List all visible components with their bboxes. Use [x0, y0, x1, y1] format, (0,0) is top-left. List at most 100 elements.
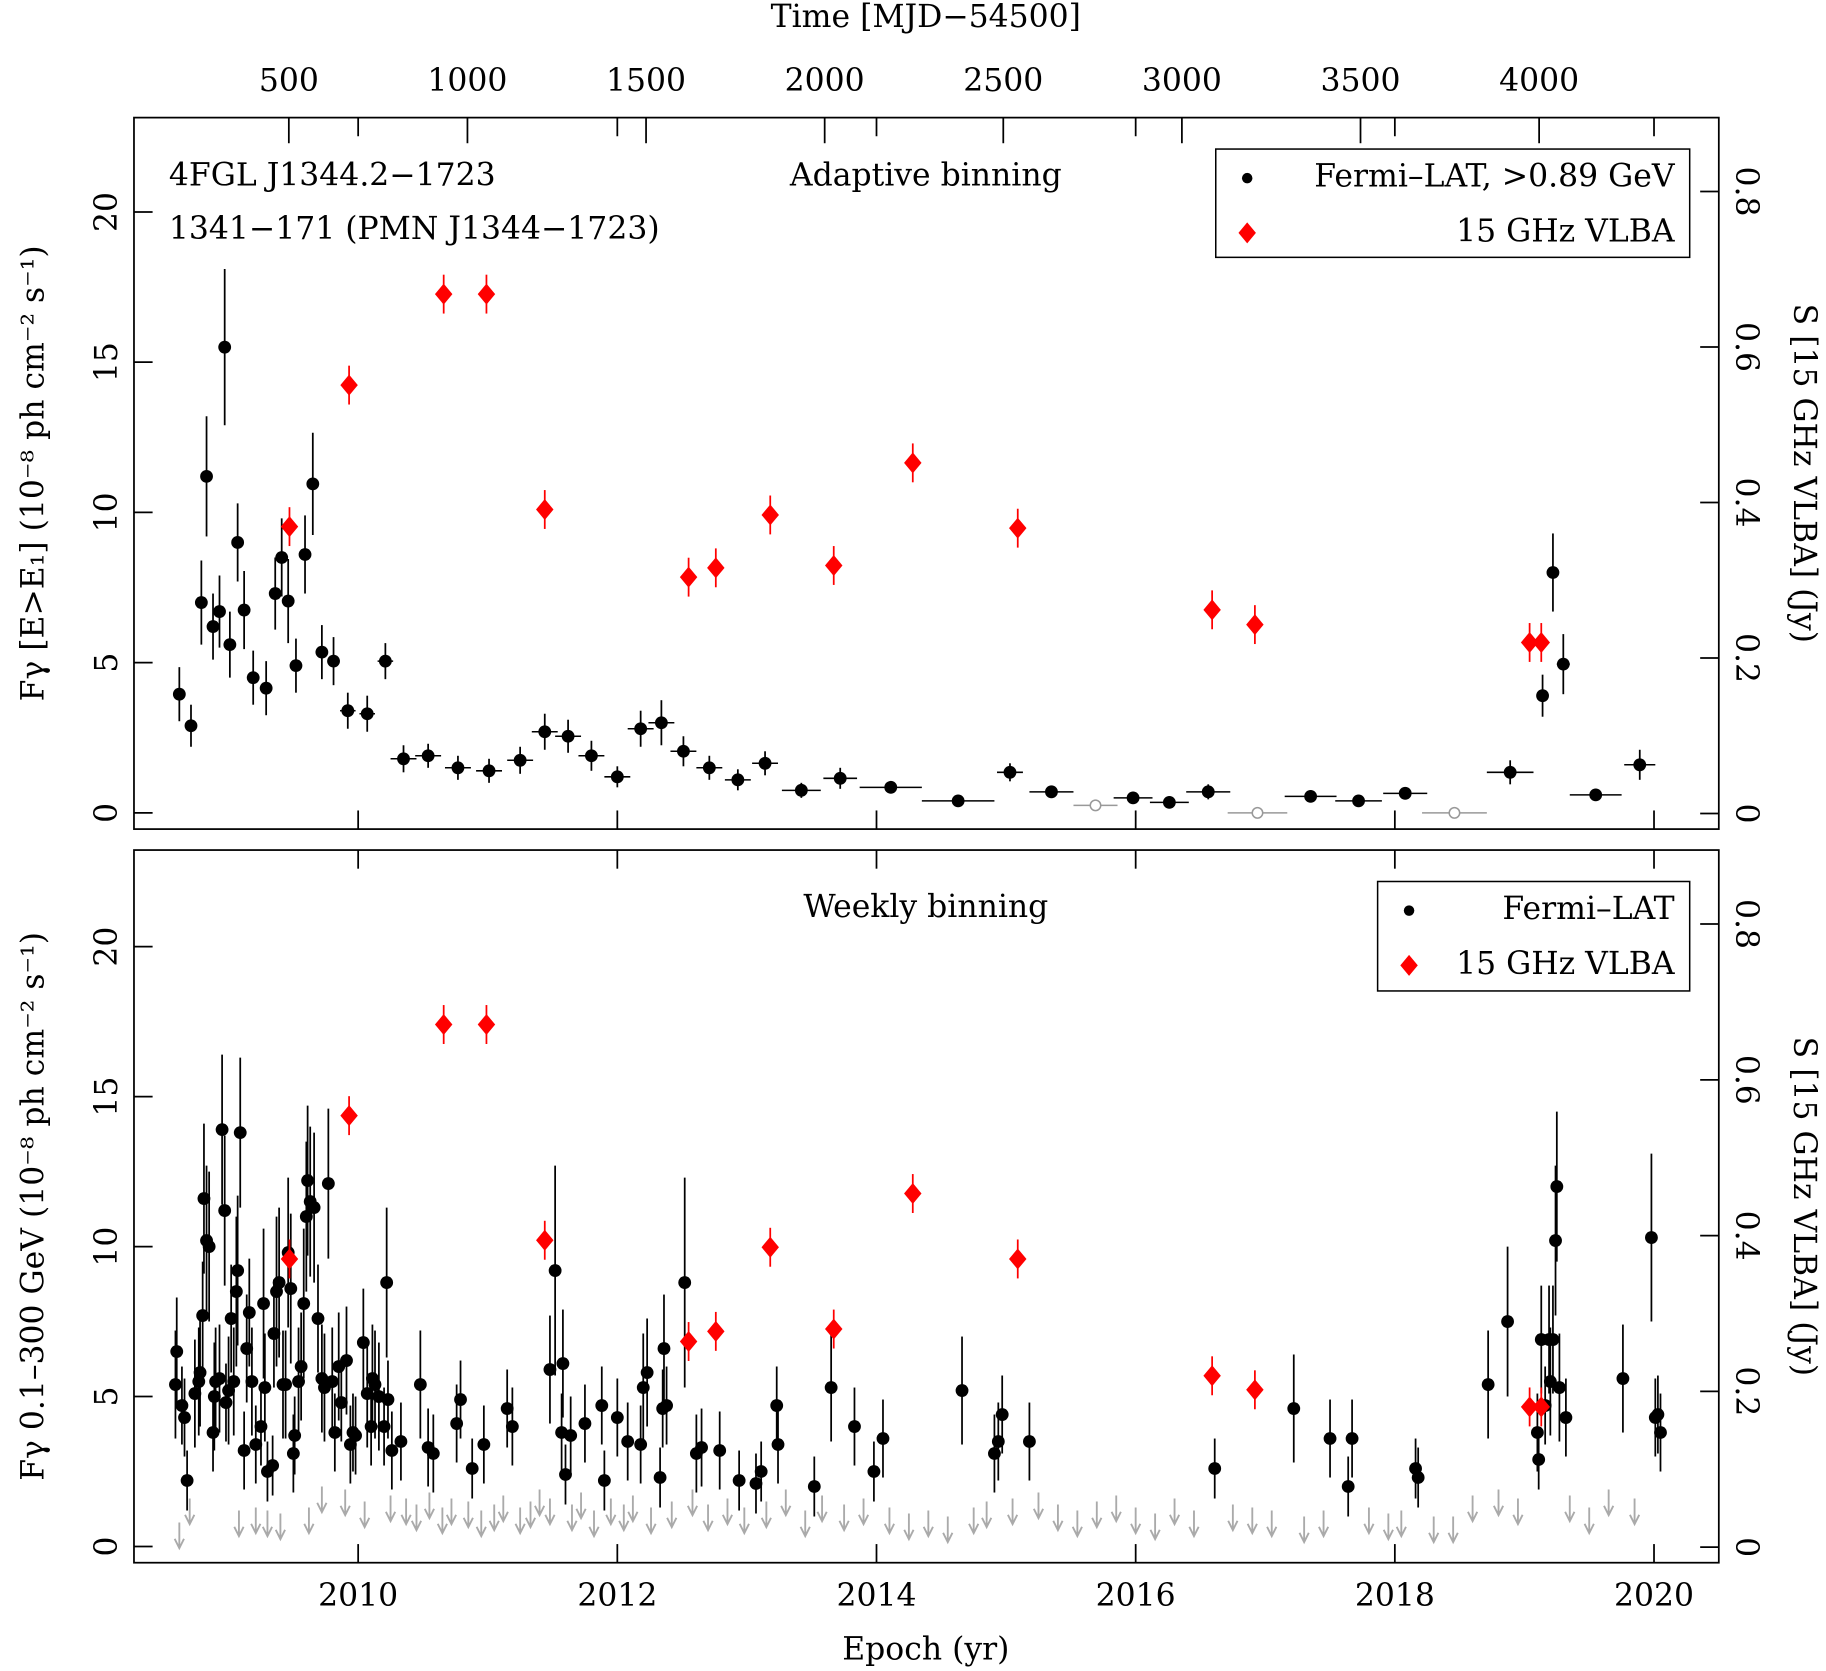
point: [794, 783, 808, 797]
point: [233, 1126, 247, 1140]
point: [585, 749, 598, 763]
point: [657, 1342, 671, 1355]
point: [707, 1320, 725, 1342]
point: [272, 1276, 286, 1289]
plot-frame: [133, 116, 1720, 830]
legend-box: [1215, 148, 1691, 259]
point: [397, 752, 410, 766]
y-tick-label: 15: [89, 342, 125, 382]
point: [951, 794, 965, 808]
point: [281, 594, 295, 608]
upper-limit: [1382, 1513, 1394, 1542]
point: [500, 1402, 514, 1415]
point: [761, 504, 779, 526]
upper-limit: [514, 1507, 526, 1536]
upper-limit: [1467, 1495, 1479, 1524]
point: [477, 1438, 491, 1451]
point: [1549, 1234, 1562, 1247]
x2-tick-label: 4000: [1499, 63, 1579, 99]
point: [904, 1183, 922, 1205]
point: [1023, 1435, 1036, 1448]
point: [770, 1399, 784, 1412]
point: [702, 761, 716, 775]
point: [754, 1465, 768, 1478]
upper-limit: [858, 1498, 870, 1527]
point: [595, 1399, 609, 1412]
point: [758, 756, 772, 770]
point: [678, 1276, 692, 1289]
point: [223, 638, 237, 652]
upper-limit: [184, 1498, 196, 1527]
upper-limit: [1227, 1504, 1239, 1533]
point: [219, 1396, 233, 1409]
point: [202, 1240, 216, 1253]
point: [200, 469, 213, 483]
point: [824, 1381, 838, 1394]
point: [1520, 631, 1539, 653]
upper-limit: [525, 1501, 536, 1530]
upper-limit: [1052, 1504, 1064, 1533]
y-tick-label: 5: [89, 653, 125, 673]
upper-limit: [1130, 1507, 1142, 1536]
point: [707, 557, 725, 579]
point: [275, 551, 289, 564]
point: [341, 704, 355, 718]
point: [218, 340, 232, 354]
x2-tick-label: 2500: [963, 63, 1043, 99]
upper-limit: [1007, 1498, 1019, 1527]
point: [1530, 1426, 1544, 1439]
point: [257, 1297, 270, 1310]
point: [1589, 788, 1603, 802]
upper-limit: [1266, 1510, 1278, 1539]
plot-frame: [133, 849, 1720, 1564]
point: [621, 1435, 635, 1448]
point: [695, 1441, 708, 1454]
point: [325, 1375, 339, 1388]
point: [1503, 765, 1517, 779]
x2-tick-label: 3000: [1142, 63, 1222, 99]
point: [1003, 765, 1017, 779]
source-name-radio: 1341−171 (PMN J1344−1723): [169, 211, 660, 247]
point: [1009, 517, 1027, 539]
point: [307, 1201, 321, 1214]
legend-label: 15 GHz VLBA: [1456, 213, 1676, 249]
point: [1341, 1480, 1355, 1493]
upper-limit: [942, 1516, 954, 1545]
upper-limit: [566, 1504, 578, 1533]
point: [280, 1248, 299, 1270]
top-axis-label: Time [MJD−54500]: [771, 0, 1081, 35]
point: [1651, 1408, 1665, 1421]
upper-limit: [883, 1507, 895, 1536]
point: [477, 1014, 496, 1035]
point: [218, 1204, 232, 1217]
point: [215, 1123, 229, 1137]
point: [245, 1375, 259, 1388]
point: [451, 761, 465, 775]
point: [825, 555, 843, 576]
upper-limit: [605, 1498, 617, 1527]
point: [713, 1444, 727, 1457]
upper-limit: [968, 1507, 980, 1536]
point: [1501, 1315, 1514, 1328]
y-tick-label: 15: [89, 1077, 125, 1117]
upper-limit: [1583, 1507, 1595, 1536]
point: [394, 1435, 408, 1448]
point: [1481, 1378, 1495, 1391]
point: [294, 1360, 308, 1373]
point: [231, 536, 245, 549]
point: [610, 1411, 624, 1424]
point: [172, 687, 186, 701]
y2-tick-label: 0.4: [1728, 1211, 1764, 1261]
x2-tick-label: 1000: [427, 63, 507, 99]
y-tick-label: 5: [89, 1387, 125, 1407]
point: [242, 1306, 256, 1319]
point: [334, 1396, 348, 1409]
point: [381, 1393, 395, 1406]
point: [184, 719, 198, 733]
legend-marker: [1241, 172, 1253, 184]
point: [1645, 1231, 1658, 1244]
point: [1553, 1381, 1566, 1394]
y-tick-label: 20: [89, 192, 125, 232]
point: [327, 654, 340, 668]
y2-axis-label: S [15 GHz VLBA] (Jy): [1786, 1037, 1822, 1376]
